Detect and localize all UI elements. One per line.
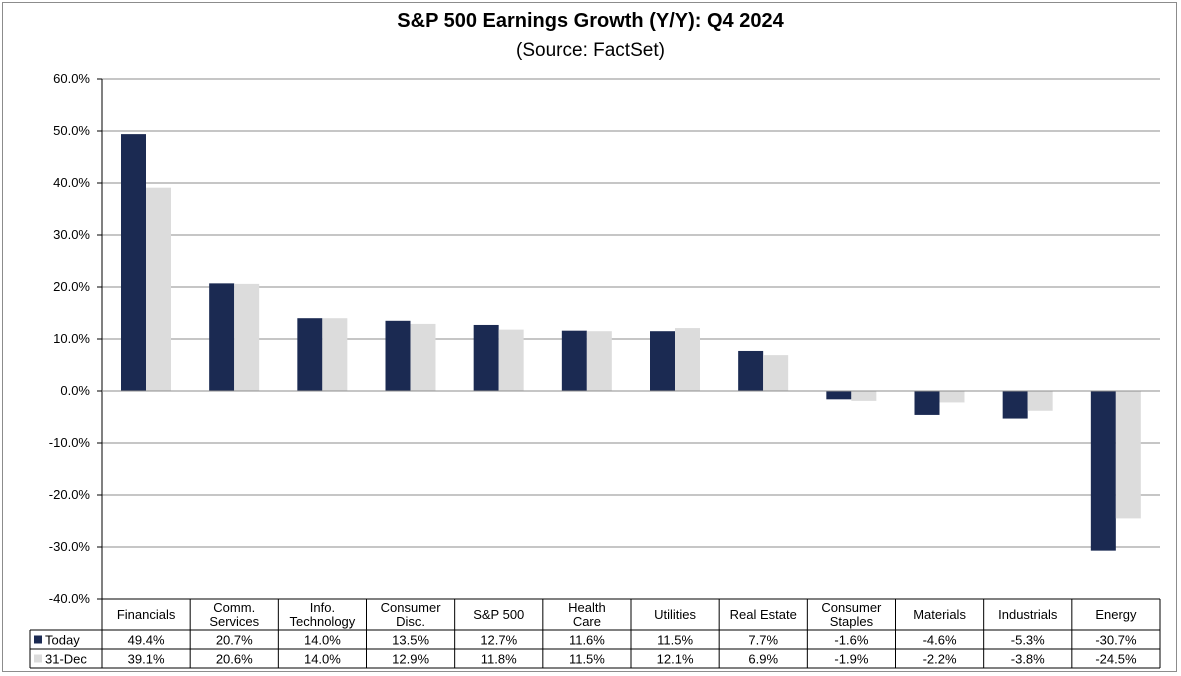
data-label: 12.7% [480, 633, 517, 648]
data-label: -5.3% [1011, 633, 1045, 648]
bar-dec31 [234, 283, 260, 391]
data-label: 11.8% [481, 652, 517, 667]
bar-dec31 [498, 329, 524, 391]
bar-dec31 [851, 391, 877, 401]
y-tick-label: 30.0% [53, 227, 90, 242]
legend-label: 31-Dec [45, 652, 87, 667]
y-tick-label: 0.0% [60, 383, 90, 398]
category-label: Info. [310, 600, 335, 615]
bar-today [826, 391, 852, 400]
legend-label: Today [45, 633, 80, 648]
y-tick-label: -10.0% [49, 435, 91, 450]
bar-today [473, 324, 499, 391]
y-tick-label: 20.0% [53, 279, 90, 294]
bar-today [1002, 391, 1028, 419]
bar-today [650, 331, 675, 391]
data-label: 13.5% [392, 633, 429, 648]
data-label: -4.6% [923, 633, 957, 648]
data-label: 12.1% [657, 652, 694, 667]
data-label: 12.9% [392, 652, 429, 667]
data-label: 7.7% [748, 633, 778, 648]
category-label: Consumer [381, 600, 442, 615]
bar-today [738, 350, 764, 391]
data-label: 39.1% [128, 652, 165, 667]
category-label: Services [209, 614, 259, 629]
category-label: Consumer [821, 600, 882, 615]
category-label: Energy [1095, 607, 1137, 622]
data-label: 11.5% [657, 633, 693, 648]
category-label: S&P 500 [473, 607, 524, 622]
category-label: Materials [913, 607, 966, 622]
y-tick-label: 50.0% [53, 123, 90, 138]
data-label: -30.7% [1095, 633, 1137, 648]
bar-dec31 [146, 187, 171, 391]
bar-today [385, 320, 411, 391]
data-label: 20.6% [216, 652, 253, 667]
y-tick-label: -30.0% [49, 539, 91, 554]
bar-today [1090, 391, 1116, 551]
category-label: Technology [290, 614, 356, 629]
y-tick-label: -20.0% [49, 487, 91, 502]
bar-dec31 [586, 331, 612, 391]
data-label: 6.9% [748, 652, 778, 667]
bar-dec31 [675, 328, 700, 391]
data-label: 20.7% [216, 633, 253, 648]
category-label: Disc. [396, 614, 425, 629]
data-label: 14.0% [304, 633, 341, 648]
y-tick-label: 40.0% [53, 175, 90, 190]
data-label: -1.9% [834, 652, 868, 667]
bar-dec31 [322, 318, 348, 391]
bar-today [121, 134, 146, 391]
legend-key-today [34, 635, 42, 644]
category-label: Comm. [213, 600, 255, 615]
category-label: Staples [830, 614, 874, 629]
bar-today [561, 330, 587, 391]
y-tick-label: -40.0% [49, 591, 91, 606]
data-label: -3.8% [1011, 652, 1045, 667]
bar-dec31 [763, 355, 789, 391]
data-label: -1.6% [834, 633, 868, 648]
category-label: Industrials [998, 607, 1058, 622]
bar-dec31 [1027, 391, 1053, 411]
bar-today [209, 283, 235, 391]
data-label: -2.2% [923, 652, 957, 667]
bar-today [297, 318, 323, 391]
category-label: Care [573, 614, 601, 629]
chart-title: S&P 500 Earnings Growth (Y/Y): Q4 2024 [397, 10, 784, 32]
chart-subtitle: (Source: FactSet) [516, 40, 665, 61]
data-label: 49.4% [128, 633, 165, 648]
category-label: Utilities [654, 607, 696, 622]
data-label: 11.5% [569, 652, 605, 667]
bar-dec31 [939, 391, 965, 403]
y-tick-label: 60.0% [53, 71, 90, 86]
data-label: -24.5% [1095, 652, 1137, 667]
bar-dec31 [1115, 391, 1141, 519]
bar-dec31 [410, 323, 436, 391]
bar-today [914, 391, 940, 415]
data-label: 11.6% [569, 633, 605, 648]
category-label: Health [568, 600, 606, 615]
data-label: 14.0% [304, 652, 341, 667]
legend-key-dec31 [34, 654, 42, 663]
y-tick-label: 10.0% [53, 331, 90, 346]
category-label: Financials [117, 607, 176, 622]
category-label: Real Estate [730, 607, 797, 622]
